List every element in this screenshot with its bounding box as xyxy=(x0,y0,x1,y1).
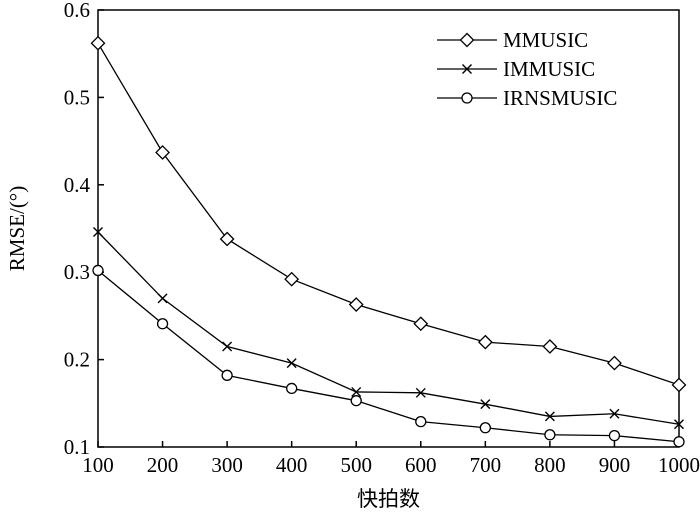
legend-label: IMMUSIC xyxy=(503,57,595,81)
x-tick-label: 100 xyxy=(82,453,114,477)
data-point xyxy=(156,318,169,330)
x-tick-label: 600 xyxy=(405,453,437,477)
data-point xyxy=(477,334,493,350)
x-tick-label: 300 xyxy=(211,453,243,477)
y-tick-label: 0.1 xyxy=(64,435,90,459)
series-line xyxy=(97,42,680,386)
data-point xyxy=(284,271,300,287)
legend: MMUSIC IMMUSIC IRNSMUSIC xyxy=(437,28,617,110)
legend-marker xyxy=(459,32,475,48)
legend-marker xyxy=(462,64,472,74)
y-tick-label: 0.3 xyxy=(64,260,90,284)
series-line xyxy=(97,231,680,425)
data-point xyxy=(671,377,687,393)
data-point xyxy=(155,145,170,160)
x-tick-label: 800 xyxy=(534,453,566,477)
data-point xyxy=(607,355,622,371)
data-point xyxy=(673,436,685,448)
data-point xyxy=(544,411,555,422)
series-immusic xyxy=(93,227,684,430)
y-tick-label: 0.2 xyxy=(64,348,90,372)
data-point xyxy=(413,316,429,332)
series-mmusic xyxy=(90,35,687,393)
data-point xyxy=(157,293,168,304)
x-tick-label: 500 xyxy=(340,453,372,477)
data-point xyxy=(219,231,235,247)
x-tick-label: 900 xyxy=(599,453,631,477)
data-point xyxy=(286,358,297,369)
data-point xyxy=(286,382,298,395)
data-point xyxy=(350,395,362,407)
legend-label: IRNSMUSIC xyxy=(503,86,617,110)
legend-item: MMUSIC xyxy=(437,28,588,52)
legend-item: IMMUSIC xyxy=(437,57,595,81)
y-tick-label: 0.6 xyxy=(64,0,90,22)
legend-marker xyxy=(461,92,473,104)
series-irnsmusic xyxy=(92,264,685,448)
plot-frame xyxy=(97,9,680,448)
data-point xyxy=(479,422,491,434)
x-axis-label: 快拍数 xyxy=(357,487,420,511)
y-tick-label: 0.4 xyxy=(64,173,91,197)
data-point xyxy=(348,297,364,312)
data-point xyxy=(609,408,620,419)
data-point xyxy=(544,429,556,441)
data-point xyxy=(674,419,684,430)
data-point xyxy=(221,369,233,381)
x-tick-label: 700 xyxy=(470,453,502,477)
y-tick-label: 0.5 xyxy=(64,85,90,109)
data-point xyxy=(93,227,103,237)
legend-item: IRNSMUSIC xyxy=(437,86,617,110)
data-point xyxy=(542,339,558,354)
data-point xyxy=(480,399,491,410)
x-tick-label: 400 xyxy=(276,453,308,477)
x-tick-label: 1000 xyxy=(658,453,700,477)
data-point xyxy=(92,264,104,277)
data-point xyxy=(90,35,106,51)
y-axis-label: RMSE/(°) xyxy=(5,186,29,271)
data-point xyxy=(415,416,427,428)
data-point xyxy=(351,386,362,397)
data-point xyxy=(415,387,426,398)
x-tick-label: 200 xyxy=(147,453,179,477)
series-line xyxy=(97,269,680,443)
data-point xyxy=(222,341,233,352)
legend-label: MMUSIC xyxy=(503,28,588,52)
data-point xyxy=(608,429,621,442)
